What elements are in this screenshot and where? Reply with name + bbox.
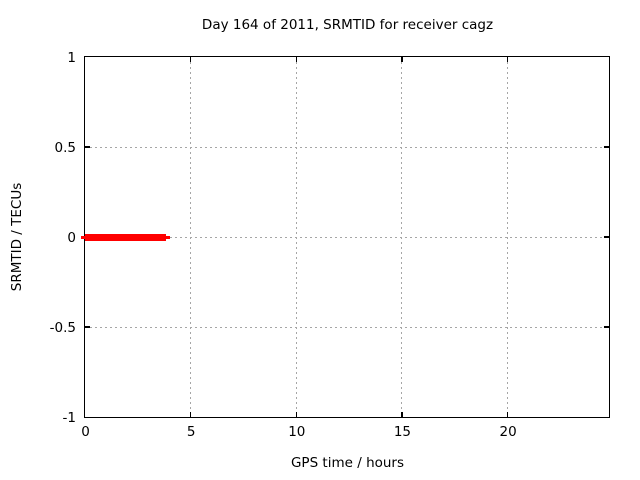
plot-area xyxy=(81,56,610,418)
y-tick-label-0: 0 xyxy=(67,229,76,246)
y-tick-left--0.5 xyxy=(85,326,90,328)
x-tick-top-15 xyxy=(401,57,403,62)
y-tick-label-1: 1 xyxy=(67,49,76,66)
gridline-y-0.5 xyxy=(85,146,609,148)
y-tick-right-0.5 xyxy=(604,146,609,148)
x-tick-bottom-10 xyxy=(295,412,298,417)
x-axis-label: GPS time / hours xyxy=(290,455,405,471)
x-tick-top-20 xyxy=(506,57,509,62)
y-tick-label--0.5: -0.5 xyxy=(49,319,76,336)
x-tick-label-15: 15 xyxy=(393,424,412,440)
x-tick-top-5 xyxy=(189,57,192,62)
x-tick-label-10: 10 xyxy=(288,424,306,440)
x-tick-bottom-15 xyxy=(401,412,403,417)
gridline-y-0 xyxy=(85,236,609,238)
y-tick-label--1: -1 xyxy=(62,409,76,426)
y-tick-label-0.5: 0.5 xyxy=(54,139,76,156)
y-tick-left-0.5 xyxy=(85,146,90,148)
series-srmtid xyxy=(85,233,167,241)
x-tick-bottom-5 xyxy=(189,412,192,417)
gridline-y--0.5 xyxy=(85,326,609,328)
y-tick-right--0.5 xyxy=(604,326,609,328)
x-tick-bottom-20 xyxy=(506,412,509,417)
x-tick-label-20: 20 xyxy=(499,424,517,440)
chart-title: Day 164 of 2011, SRMTID for receiver cag… xyxy=(201,17,494,33)
x-tick-label-5: 5 xyxy=(186,424,196,440)
x-tick-top-10 xyxy=(295,57,298,62)
y-tick-right-0 xyxy=(604,236,609,238)
x-tick-label-0: 0 xyxy=(81,424,90,440)
